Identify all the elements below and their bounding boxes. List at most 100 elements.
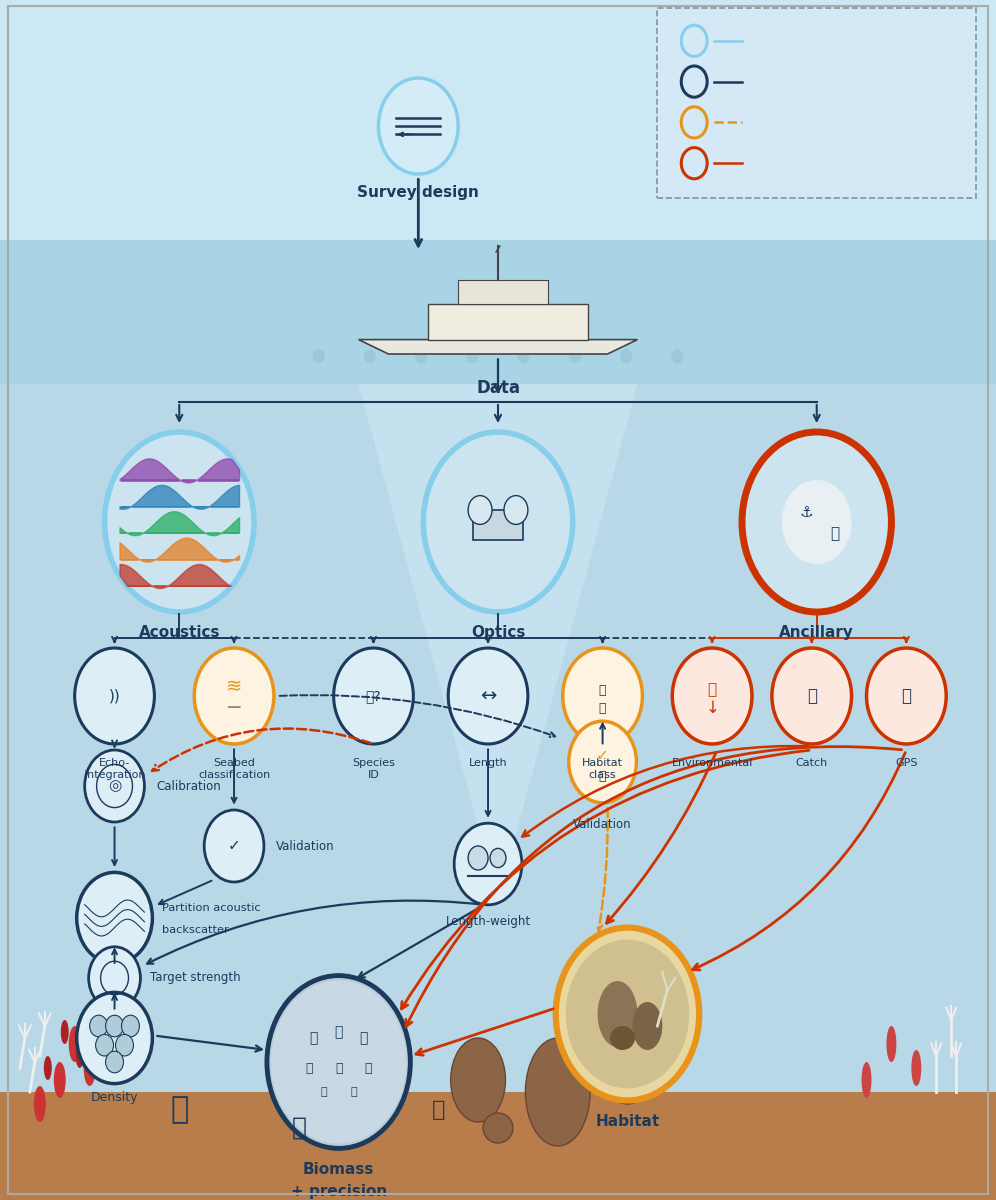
Circle shape xyxy=(194,648,274,744)
Text: 〜: 〜 xyxy=(599,770,607,782)
FancyArrowPatch shape xyxy=(485,637,491,642)
Circle shape xyxy=(334,648,413,744)
Circle shape xyxy=(271,980,406,1144)
Text: 🐟: 🐟 xyxy=(431,1100,445,1120)
Circle shape xyxy=(448,648,528,744)
FancyArrowPatch shape xyxy=(112,827,118,865)
Ellipse shape xyxy=(598,982,637,1046)
Ellipse shape xyxy=(76,1044,84,1068)
Polygon shape xyxy=(359,384,637,900)
Text: Target strength: Target strength xyxy=(150,972,241,984)
Text: 🐟: 🐟 xyxy=(305,1062,313,1074)
FancyArrowPatch shape xyxy=(597,808,608,930)
Circle shape xyxy=(504,496,528,524)
Text: Ancillary: Ancillary xyxy=(779,625,855,640)
Bar xyxy=(0,240,996,384)
Circle shape xyxy=(90,1015,108,1037)
Text: Density: Density xyxy=(91,1092,138,1104)
Circle shape xyxy=(378,78,458,174)
FancyArrowPatch shape xyxy=(231,749,237,803)
Text: Optics: Optics xyxy=(471,625,525,640)
FancyArrowPatch shape xyxy=(600,724,606,744)
Text: Survey design: Survey design xyxy=(358,185,479,199)
Circle shape xyxy=(621,349,632,364)
Circle shape xyxy=(742,432,891,612)
FancyArrowPatch shape xyxy=(359,908,478,978)
Text: + precision: + precision xyxy=(291,1184,386,1199)
Text: Length: Length xyxy=(469,758,507,768)
Text: 🐟: 🐟 xyxy=(335,1025,343,1039)
Circle shape xyxy=(106,1015,124,1037)
Text: 🐟: 🐟 xyxy=(310,1031,318,1045)
Ellipse shape xyxy=(84,1050,96,1086)
Text: Validation: Validation xyxy=(574,818,631,830)
FancyArrowPatch shape xyxy=(809,637,815,642)
Text: Partition acoustic: Partition acoustic xyxy=(162,904,261,913)
Text: 🐟: 🐟 xyxy=(807,686,817,704)
FancyArrowPatch shape xyxy=(401,750,809,1009)
Circle shape xyxy=(490,848,506,868)
FancyArrowPatch shape xyxy=(607,752,716,923)
FancyBboxPatch shape xyxy=(657,8,976,198)
Circle shape xyxy=(466,349,478,364)
Text: ━━: ━━ xyxy=(227,703,241,713)
Ellipse shape xyxy=(450,1038,505,1122)
FancyArrowPatch shape xyxy=(415,179,421,246)
Text: 🐟?: 🐟? xyxy=(366,689,381,703)
Circle shape xyxy=(518,349,530,364)
FancyArrowPatch shape xyxy=(814,404,820,421)
FancyArrowPatch shape xyxy=(405,746,901,1027)
Circle shape xyxy=(364,349,375,364)
Text: Length-weight: Length-weight xyxy=(445,916,531,928)
Text: Species
ID: Species ID xyxy=(352,758,395,780)
Text: ◎: ◎ xyxy=(108,779,122,793)
FancyArrowPatch shape xyxy=(485,749,491,816)
FancyArrowPatch shape xyxy=(112,637,118,642)
FancyArrowPatch shape xyxy=(495,359,501,392)
Text: Habitat
class: Habitat class xyxy=(582,758,623,780)
Text: Ancillary: Ancillary xyxy=(750,157,808,169)
FancyArrowPatch shape xyxy=(159,881,211,905)
Circle shape xyxy=(782,480,852,564)
FancyArrowPatch shape xyxy=(147,900,481,964)
Ellipse shape xyxy=(54,1062,66,1098)
Circle shape xyxy=(96,1034,114,1056)
Bar xyxy=(0,1092,996,1200)
Bar xyxy=(458,280,548,304)
Bar xyxy=(428,304,588,340)
Text: Environmental: Environmental xyxy=(671,758,753,768)
Bar xyxy=(473,510,523,540)
Text: Validation: Validation xyxy=(276,840,335,852)
Text: ↔: ↔ xyxy=(480,686,496,706)
Circle shape xyxy=(89,947,140,1009)
Text: ↓: ↓ xyxy=(705,698,719,718)
Circle shape xyxy=(423,432,573,612)
Circle shape xyxy=(85,750,144,822)
FancyArrowPatch shape xyxy=(152,728,371,770)
Circle shape xyxy=(569,721,636,803)
Text: 🐟: 🐟 xyxy=(599,684,607,696)
Text: 🐟: 🐟 xyxy=(321,1087,327,1097)
Text: 📷: 📷 xyxy=(599,702,607,714)
Circle shape xyxy=(468,496,492,524)
Ellipse shape xyxy=(34,1086,46,1122)
Circle shape xyxy=(867,648,946,744)
Text: ⚓: ⚓ xyxy=(800,505,814,520)
Bar xyxy=(0,0,996,240)
FancyArrowPatch shape xyxy=(903,637,909,642)
FancyArrowPatch shape xyxy=(176,404,182,421)
FancyArrowPatch shape xyxy=(112,949,118,964)
Bar xyxy=(0,1092,996,1200)
Text: 📍: 📍 xyxy=(901,686,911,704)
Text: backscatter: backscatter xyxy=(162,925,229,935)
FancyArrowPatch shape xyxy=(399,132,411,137)
Circle shape xyxy=(672,648,752,744)
Circle shape xyxy=(105,432,254,612)
Ellipse shape xyxy=(526,1038,590,1146)
Circle shape xyxy=(671,349,683,364)
FancyArrowPatch shape xyxy=(522,746,809,836)
Text: Method: Method xyxy=(750,35,800,47)
Text: 🐟: 🐟 xyxy=(335,1062,343,1074)
Text: 🐟: 🐟 xyxy=(351,1087,357,1097)
Text: Acoustics: Acoustics xyxy=(138,625,220,640)
